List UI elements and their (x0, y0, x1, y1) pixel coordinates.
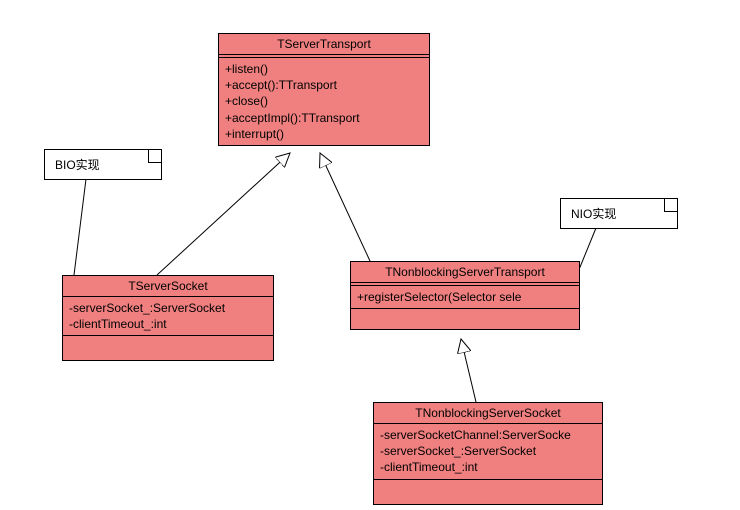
generalization-edge (461, 339, 476, 402)
note-fold-icon (664, 199, 677, 212)
attribute-line: -serverSocket_:ServerSocket (380, 443, 596, 459)
class-title: TServerSocket (63, 276, 273, 297)
methods-section (63, 336, 273, 360)
class-tserver-socket: TServerSocket -serverSocket_:ServerSocke… (62, 275, 274, 361)
class-title: TNonblockingServerTransport (351, 262, 579, 283)
methods-section: +listen()+accept():TTransport+close()+ac… (219, 58, 429, 145)
method-line: +interrupt() (225, 126, 423, 142)
methods-section: +registerSelector(Selector sele (351, 286, 579, 309)
attributes-section: -serverSocket_:ServerSocket-clientTimeou… (63, 297, 273, 336)
class-title: TNonblockingServerSocket (374, 403, 602, 424)
note-fold-icon (148, 150, 161, 163)
class-tserver-transport: TServerTransport +listen()+accept():TTra… (218, 33, 430, 146)
note-link-edge (74, 179, 86, 275)
attribute-line: -clientTimeout_:int (69, 316, 267, 332)
class-tnonblocking-server-socket: TNonblockingServerSocket -serverSocketCh… (373, 402, 603, 505)
attribute-line: -serverSocket_:ServerSocket (69, 300, 267, 316)
note-text: NIO实现 (571, 207, 616, 221)
attributes-section: -serverSocketChannel:ServerSocke-serverS… (374, 424, 602, 480)
attribute-line: -clientTimeout_:int (380, 459, 596, 475)
method-line: +listen() (225, 61, 423, 77)
generalization-edge (157, 153, 290, 275)
note-link-edge (578, 228, 596, 272)
class-tnonblocking-server-transport: TNonblockingServerTransport +registerSel… (350, 261, 580, 330)
generalization-edge (320, 153, 370, 261)
note-bio: BIO实现 (44, 149, 162, 180)
attribute-line: -serverSocketChannel:ServerSocke (380, 427, 596, 443)
method-line: +accept():TTransport (225, 77, 423, 93)
method-line: +close() (225, 93, 423, 109)
note-text: BIO实现 (55, 158, 100, 172)
class-title: TServerTransport (219, 34, 429, 55)
empty-section (351, 309, 579, 329)
note-nio: NIO实现 (560, 198, 678, 229)
method-line: +acceptImpl():TTransport (225, 110, 423, 126)
methods-section (374, 480, 602, 504)
method-line: +registerSelector(Selector sele (357, 289, 573, 305)
